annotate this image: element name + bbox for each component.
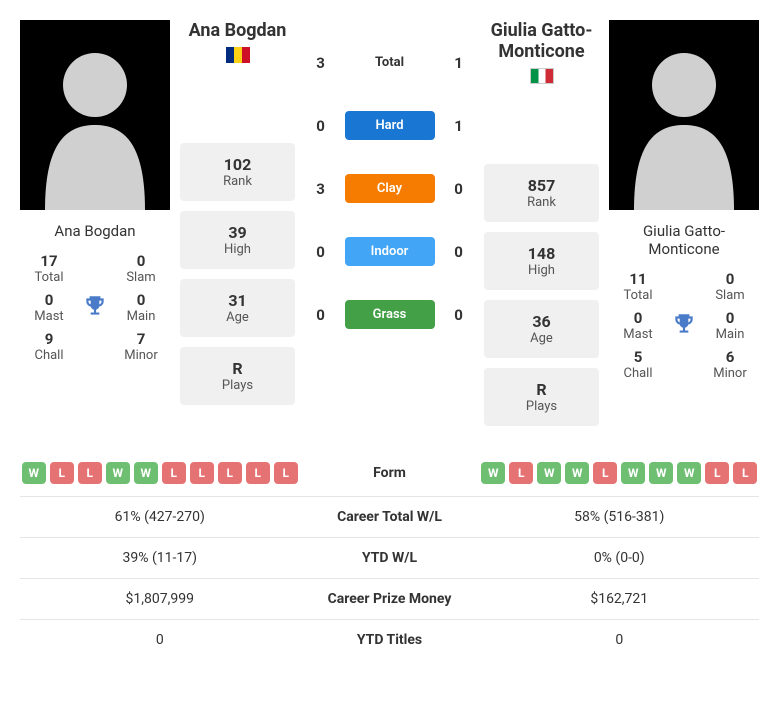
- h2h-hard-row: 0Hard1: [305, 111, 474, 140]
- form-badge: L: [509, 462, 533, 484]
- trophy-icon: [82, 293, 108, 323]
- h2h-clay-row: 3Clay0: [305, 174, 474, 203]
- form-badge: W: [106, 462, 130, 484]
- player1-name: Ana Bogdan: [54, 222, 135, 240]
- clay-button[interactable]: Clay: [345, 174, 435, 203]
- p1-age-box: 31Age: [180, 279, 295, 337]
- ytd-titles-row: 0 YTD Titles 0: [20, 620, 759, 660]
- player2-titles: 11Total 0Slam 0Mast 0Main 5Chall 6Minor: [609, 270, 759, 381]
- p1-high-box: 39High: [180, 211, 295, 269]
- p1-ytd-titles: 0: [20, 632, 300, 648]
- p2-age-box: 36Age: [484, 300, 599, 358]
- form-badge: W: [565, 462, 589, 484]
- p1-total: 17Total: [20, 252, 78, 285]
- comparison-table: WLLWWLLLLL Form WLWWLWWWLL 61% (427-270)…: [20, 450, 759, 660]
- p2-career-wl: 58% (516-381): [480, 509, 760, 525]
- p1-ytd-wl: 39% (11-17): [20, 550, 300, 566]
- p1-career-wl: 61% (427-270): [20, 509, 300, 525]
- form-badge: L: [162, 462, 186, 484]
- ytd-titles-label: YTD Titles: [300, 632, 480, 648]
- form-badge: L: [274, 462, 298, 484]
- form-badge: W: [677, 462, 701, 484]
- form-badge: L: [705, 462, 729, 484]
- player2-form: WLWWLWWWLL: [480, 462, 760, 484]
- career-wl-label: Career Total W/L: [300, 509, 480, 525]
- top-row: Ana Bogdan 17Total 0Slam 0Mast 0Main 9Ch…: [20, 20, 759, 426]
- p1-minor: 7Minor: [112, 330, 170, 363]
- player1-header: Ana Bogdan: [189, 20, 287, 41]
- p1-rank-box: 102Rank: [180, 143, 295, 201]
- form-badge: W: [649, 462, 673, 484]
- trophy-icon: [671, 311, 697, 341]
- p2-mast: 0Mast: [609, 309, 667, 342]
- prize-row: $1,807,999 Career Prize Money $162,721: [20, 579, 759, 620]
- player2-card: Giulia Gatto-Monticone 11Total 0Slam 0Ma…: [609, 20, 759, 381]
- form-badge: W: [537, 462, 561, 484]
- player1-card: Ana Bogdan 17Total 0Slam 0Mast 0Main 9Ch…: [20, 20, 170, 363]
- player1-stats: Ana Bogdan 102Rank 39High 31Age RPlays: [180, 20, 295, 405]
- player2-stats: Giulia Gatto-Monticone 857Rank 148High 3…: [484, 20, 599, 426]
- player1-titles: 17Total 0Slam 0Mast 0Main 9Chall 7Minor: [20, 252, 170, 363]
- form-badge: W: [22, 462, 46, 484]
- p2-rank-box: 857Rank: [484, 164, 599, 222]
- form-badge: W: [134, 462, 158, 484]
- form-badge: L: [246, 462, 270, 484]
- p2-chall: 5Chall: [609, 348, 667, 381]
- h2h-total-row: 3Total1: [305, 48, 474, 77]
- form-badge: W: [621, 462, 645, 484]
- form-badge: L: [78, 462, 102, 484]
- ytd-wl-label: YTD W/L: [300, 550, 480, 566]
- p2-ytd-wl: 0% (0-0): [480, 550, 760, 566]
- form-badge: L: [218, 462, 242, 484]
- p2-prize: $162,721: [480, 591, 760, 607]
- indoor-button[interactable]: Indoor: [345, 237, 435, 266]
- p1-mast: 0Mast: [20, 291, 78, 324]
- form-row: WLLWWLLLLL Form WLWWLWWWLL: [20, 450, 759, 497]
- form-badge: L: [50, 462, 74, 484]
- romania-flag-icon: [226, 47, 250, 63]
- player1-photo: [20, 20, 170, 210]
- player1-form: WLLWWLLLLL: [20, 462, 300, 484]
- p2-total: 11Total: [609, 270, 667, 303]
- p1-plays-box: RPlays: [180, 347, 295, 405]
- player2-header: Giulia Gatto-Monticone: [484, 20, 599, 62]
- prize-label: Career Prize Money: [300, 591, 480, 607]
- h2h-indoor-row: 0Indoor0: [305, 237, 474, 266]
- h2h-grass-row: 0Grass0: [305, 300, 474, 329]
- form-label: Form: [300, 465, 480, 481]
- p2-ytd-titles: 0: [480, 632, 760, 648]
- p2-main: 0Main: [701, 309, 759, 342]
- p1-slam: 0Slam: [112, 252, 170, 285]
- p1-prize: $1,807,999: [20, 591, 300, 607]
- total-label: Total: [345, 48, 435, 77]
- h2h-column: 3Total1 0Hard1 3Clay0 0Indoor0 0Grass0: [305, 20, 474, 329]
- p1-chall: 9Chall: [20, 330, 78, 363]
- grass-button[interactable]: Grass: [345, 300, 435, 329]
- italy-flag-icon: [530, 68, 554, 84]
- form-badge: W: [481, 462, 505, 484]
- player2-name: Giulia Gatto-Monticone: [609, 222, 759, 258]
- p2-slam: 0Slam: [701, 270, 759, 303]
- form-badge: L: [733, 462, 757, 484]
- career-wl-row: 61% (427-270) Career Total W/L 58% (516-…: [20, 497, 759, 538]
- form-badge: L: [190, 462, 214, 484]
- p2-minor: 6Minor: [701, 348, 759, 381]
- form-badge: L: [593, 462, 617, 484]
- hard-button[interactable]: Hard: [345, 111, 435, 140]
- p2-high-box: 148High: [484, 232, 599, 290]
- player2-photo: [609, 20, 759, 210]
- ytd-wl-row: 39% (11-17) YTD W/L 0% (0-0): [20, 538, 759, 579]
- p2-plays-box: RPlays: [484, 368, 599, 426]
- p1-main: 0Main: [112, 291, 170, 324]
